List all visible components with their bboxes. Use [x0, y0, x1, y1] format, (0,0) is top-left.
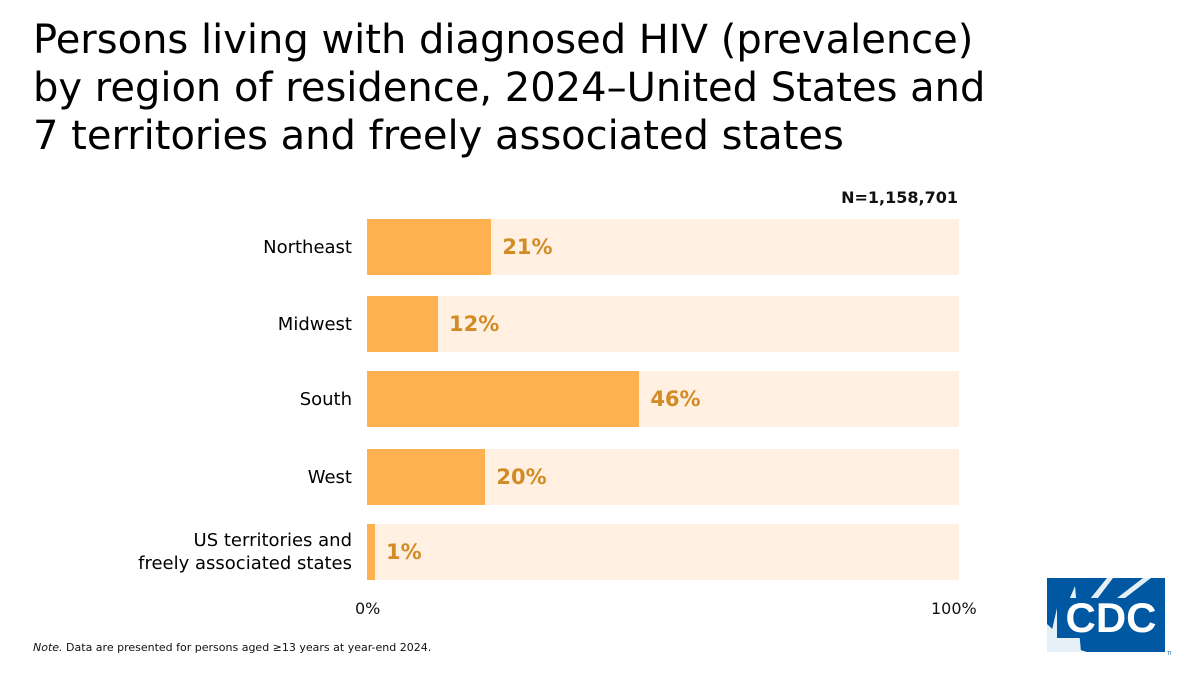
cdc-logo-text: CDC [1066, 594, 1157, 641]
category-label-line: freely associated states [138, 553, 352, 574]
category-label: West [308, 466, 352, 489]
category-label-line: Northeast [263, 236, 352, 258]
bar-track: 12% [367, 296, 959, 352]
x-axis-tick-label: 0% [355, 599, 381, 618]
data-label: 12% [449, 312, 500, 336]
chart-title-line: by region of residence, 2024–United Stat… [33, 65, 986, 111]
data-label: 46% [650, 387, 701, 411]
bar [367, 296, 439, 352]
bar-track: 46% [367, 371, 959, 427]
bar-track: 1% [367, 524, 959, 580]
data-label: 21% [502, 235, 553, 259]
chart-title-line: 7 territories and freely associated stat… [33, 113, 844, 159]
bar [367, 219, 492, 275]
footnote-text: Data are presented for persons aged ≥13 … [62, 641, 432, 654]
x-axis-tick-label: 100% [931, 599, 977, 618]
bar [367, 371, 640, 427]
category-label-line: Midwest [277, 313, 352, 335]
category-label: Midwest [278, 313, 352, 336]
chart-title: Persons living with diagnosed HIV (preva… [33, 16, 1163, 160]
category-label-line: South [299, 388, 352, 410]
svg-text:TM: TM [1167, 651, 1171, 656]
cdc-logo: CDC TM [1047, 578, 1171, 656]
category-label: South [300, 388, 352, 411]
category-label-line: West [307, 466, 352, 488]
category-label: Northeast [263, 236, 352, 259]
footnote-prefix: Note. [33, 641, 63, 654]
chart-title-line: Persons living with diagnosed HIV (preva… [33, 17, 974, 63]
bar [367, 449, 486, 505]
category-label-line: US territories and [193, 530, 352, 551]
sample-size-label: N=1,158,701 [841, 188, 958, 207]
data-label: 1% [386, 540, 422, 564]
bar [367, 524, 375, 580]
data-label: 20% [496, 465, 547, 489]
bar-track: 21% [367, 219, 959, 275]
category-label: US territories and freely associated stat… [138, 529, 352, 575]
footnote: Note. Data are presented for persons age… [33, 641, 431, 654]
bar-track: 20% [367, 449, 959, 505]
